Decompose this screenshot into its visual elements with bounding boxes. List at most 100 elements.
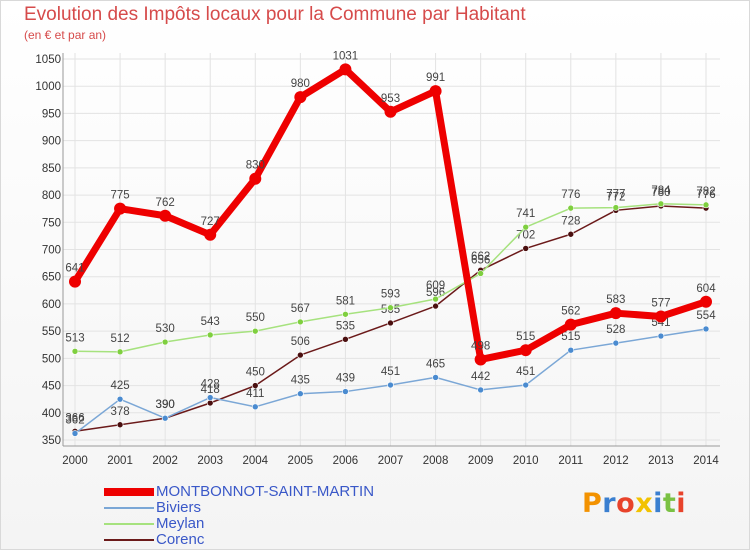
data-label: 577 — [651, 297, 670, 309]
logo-letter: o — [616, 488, 636, 519]
x-tick-label: 2012 — [603, 455, 629, 467]
data-label: 1031 — [333, 50, 359, 62]
logo-letter: i — [653, 488, 663, 519]
chart-title: Evolution des Impôts locaux pour la Comm… — [24, 4, 526, 25]
legend-swatch — [104, 488, 154, 496]
x-tick-label: 2011 — [558, 455, 583, 467]
legend-swatch — [104, 539, 154, 541]
data-label: 390 — [156, 399, 175, 411]
data-label: 543 — [201, 316, 220, 328]
data-label: 390 — [156, 399, 175, 411]
y-tick-label: 650 — [42, 272, 61, 284]
data-point — [206, 331, 214, 339]
data-label: 567 — [291, 303, 310, 315]
y-tick-label: 600 — [42, 299, 61, 311]
y-tick-label: 400 — [42, 408, 61, 420]
data-point — [567, 230, 575, 238]
data-point — [702, 325, 710, 333]
data-label: 506 — [291, 336, 310, 348]
data-label: 530 — [156, 323, 175, 335]
x-tick-label: 2009 — [468, 455, 494, 467]
y-tick-label: 700 — [42, 245, 61, 257]
y-tick-label: 550 — [42, 326, 61, 338]
data-point — [522, 245, 530, 252]
data-label: 512 — [110, 333, 129, 345]
data-point — [204, 228, 217, 241]
logo-letter: x — [635, 488, 654, 519]
data-point — [342, 310, 349, 318]
x-tick-label: 2007 — [378, 455, 404, 467]
data-label: 498 — [471, 340, 490, 352]
data-point — [654, 310, 667, 323]
x-tick-label: 2005 — [288, 455, 314, 467]
data-point — [251, 327, 259, 335]
data-point — [567, 346, 575, 354]
logo-letter: P — [582, 488, 603, 519]
data-point — [161, 414, 169, 422]
x-tick-label: 2006 — [333, 455, 359, 467]
data-label: 991 — [426, 72, 445, 84]
legend-item-corenc: Corenc — [104, 532, 434, 548]
data-label: 451 — [516, 366, 535, 378]
data-point — [294, 91, 307, 104]
x-tick-label: 2000 — [62, 455, 88, 467]
data-point — [612, 339, 620, 347]
x-tick-label: 2003 — [197, 455, 223, 467]
data-label: 535 — [336, 320, 355, 332]
x-tick-label: 2013 — [648, 455, 674, 467]
data-label: 702 — [516, 229, 535, 241]
data-point — [387, 381, 394, 389]
logo-letter: i — [676, 488, 687, 519]
data-point — [432, 295, 439, 303]
data-label: 378 — [110, 406, 129, 418]
y-tick-label: 850 — [42, 163, 61, 175]
data-label: 662 — [471, 251, 490, 263]
data-label: 528 — [606, 324, 625, 336]
y-tick-label: 1050 — [35, 54, 61, 66]
data-point — [519, 344, 532, 357]
data-point — [251, 403, 259, 411]
data-label: 741 — [516, 208, 535, 220]
data-label: 515 — [516, 331, 535, 343]
data-label: 776 — [696, 189, 715, 201]
data-label: 784 — [651, 185, 671, 197]
data-point — [700, 295, 712, 308]
data-point — [159, 209, 172, 222]
legend-swatch — [104, 507, 154, 509]
data-point — [69, 275, 81, 288]
data-point — [432, 302, 439, 310]
data-point — [474, 353, 487, 366]
data-point — [387, 304, 394, 312]
data-label: 515 — [561, 331, 580, 343]
data-label: 428 — [201, 379, 220, 391]
data-point — [339, 63, 352, 76]
data-point — [384, 105, 397, 118]
data-label: 727 — [201, 216, 220, 228]
legend-label: Corenc — [156, 531, 205, 548]
data-label: 451 — [381, 366, 400, 378]
y-tick-label: 750 — [42, 217, 61, 229]
data-label: 562 — [561, 306, 580, 318]
data-point — [477, 270, 484, 277]
y-tick-label: 500 — [42, 353, 61, 365]
x-tick-label: 2014 — [693, 455, 719, 467]
y-tick-label: 1000 — [35, 81, 61, 93]
legend-label: Meylan — [156, 515, 205, 532]
data-point — [522, 381, 530, 389]
legend-label: MONTBONNOT-SAINT-MARTIN — [156, 483, 375, 500]
y-tick-label: 350 — [42, 435, 61, 447]
data-point — [702, 201, 710, 209]
legend-swatch — [104, 523, 154, 525]
data-label: 830 — [246, 160, 265, 172]
data-point — [387, 319, 394, 327]
data-label: 776 — [561, 189, 580, 201]
legend-item-montbonnot: MONTBONNOT-SAINT-MARTIN — [104, 484, 434, 500]
y-tick-label: 900 — [42, 136, 61, 148]
data-point — [657, 200, 665, 208]
data-point — [297, 351, 304, 359]
y-tick-label: 450 — [42, 381, 61, 393]
proxiti-logo[interactable]: Proxiti — [582, 488, 686, 519]
data-label: 425 — [110, 380, 129, 392]
data-point — [432, 374, 439, 381]
